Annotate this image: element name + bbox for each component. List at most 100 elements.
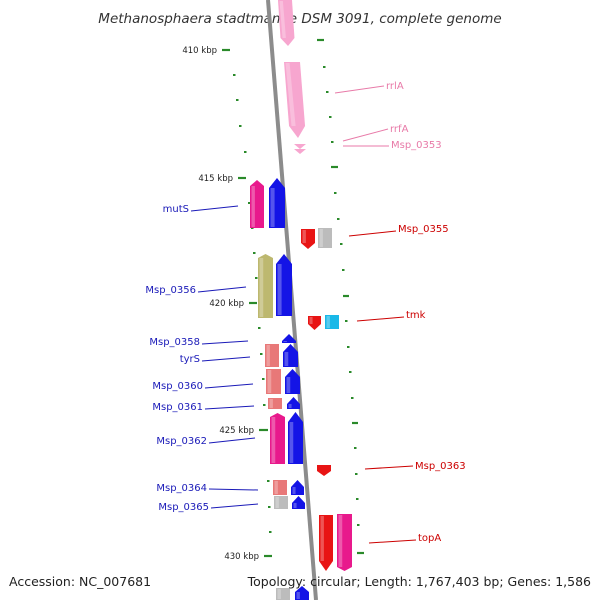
gene-feature-Msp_0365-a-highlight	[275, 497, 279, 508]
gene-feature-bottom-b-highlight	[296, 592, 300, 599]
tick-label: 430 kbp	[224, 552, 259, 562]
feature-layer	[250, 0, 352, 600]
gene-feature-rrlA[interactable]	[284, 62, 306, 138]
gene-feature-mutS-b[interactable]	[269, 178, 285, 228]
gene-feature-Msp_0364-b[interactable]	[291, 480, 304, 495]
gene-feature-top[interactable]	[278, 0, 295, 46]
gene-feature-bottom-b[interactable]	[295, 586, 309, 600]
genome-summary-text: Topology: circular; Length: 1,767,403 bp…	[247, 574, 591, 589]
gene-feature-Msp_0358-a-highlight	[266, 345, 270, 366]
gene-feature-Msp_0355-b[interactable]	[318, 228, 332, 248]
gene-feature-Msp_0360-a[interactable]	[266, 369, 281, 394]
gene-leader-line	[348, 230, 397, 237]
gene-feature-bottom-a[interactable]	[276, 588, 290, 600]
gene-feature-Msp_0356-b[interactable]	[276, 254, 292, 316]
gene-label[interactable]: Msp_0364	[156, 483, 207, 494]
gene-feature-topA-b[interactable]	[337, 514, 352, 571]
gene-feature-Msp_0364-a-highlight	[274, 481, 278, 494]
gene-leader-line	[204, 405, 255, 410]
gene-feature-mutS-b-highlight	[270, 188, 275, 227]
gene-feature-Msp_0362-b-highlight	[289, 422, 294, 463]
gene-feature-Msp_0358-a[interactable]	[265, 344, 279, 367]
gene-feature-Msp_0364-b-highlight	[292, 487, 296, 494]
tick-label: 410 kbp	[182, 46, 217, 56]
gene-feature-mutS-a-highlight	[251, 186, 255, 227]
gene-label[interactable]: Msp_0363	[415, 461, 466, 472]
gene-leader-line	[334, 85, 385, 94]
gene-label[interactable]: tyrS	[180, 354, 200, 365]
gene-feature-Msp_0355-highlight	[302, 230, 306, 243]
gene-label[interactable]: topA	[418, 533, 441, 544]
tick-label: 420 kbp	[209, 299, 244, 309]
gene-feature-Msp_0361-b[interactable]	[287, 397, 300, 409]
gene-feature-Msp_0360-b-highlight	[286, 377, 291, 393]
gene-leader-line	[356, 316, 405, 322]
gene-feature-Msp_0361-a-highlight	[269, 399, 273, 408]
gene-feature-Msp_0365-b[interactable]	[292, 496, 305, 509]
gene-feature-tmk-b[interactable]	[325, 315, 339, 329]
tick-layer: 410 kbp 415 kbp 420 kbp 425 kbp 430 kbp	[182, 38, 364, 562]
gene-leader-line	[210, 503, 259, 509]
gene-feature-Msp_0360-a-highlight	[267, 370, 272, 393]
gene-label[interactable]: Msp_0360	[152, 381, 203, 392]
gene-feature-tyrS-highlight	[284, 352, 289, 366]
gene-feature-mutS-a[interactable]	[250, 180, 264, 228]
gene-feature-Msp_0365-b-highlight	[293, 503, 297, 508]
gene-label[interactable]: mutS	[163, 204, 189, 215]
gene-feature-tyrS[interactable]	[283, 344, 298, 367]
gene-feature-Msp_0356-a[interactable]	[258, 254, 273, 318]
gene-leader-line	[197, 286, 247, 293]
tick-label: 415 kbp	[198, 174, 233, 184]
accession-text: Accession: NC_007681	[9, 574, 151, 589]
gene-feature-Msp_0358-b[interactable]	[282, 334, 296, 343]
gene-label[interactable]: Msp_0353	[391, 140, 442, 151]
gene-leader-line	[190, 205, 239, 212]
gene-feature-Msp_0356-a-highlight	[259, 258, 264, 317]
gene-label[interactable]: Msp_0365	[158, 502, 209, 513]
gene-leader-line	[342, 128, 389, 142]
gene-feature-Msp_0362-a-highlight	[271, 417, 276, 463]
gene-feature-Msp_0361-a[interactable]	[268, 398, 282, 409]
gene-label[interactable]: Msp_0356	[145, 285, 196, 296]
gene-leader-line	[201, 340, 249, 345]
gene-leader-line	[204, 383, 254, 389]
gene-leader-line	[201, 356, 251, 362]
gene-feature-Msp_0364-a[interactable]	[273, 480, 287, 495]
gene-label[interactable]: Msp_0361	[152, 402, 203, 413]
gene-feature-tmk-b-highlight	[326, 316, 330, 328]
map-title: Methanosphaera stadtmanae DSM 3091, comp…	[98, 11, 501, 27]
gene-feature-tmk-highlight	[309, 317, 313, 324]
gene-label[interactable]: Msp_0362	[156, 436, 207, 447]
gene-feature-Msp_0362-b[interactable]	[288, 412, 303, 464]
gene-label[interactable]: tmk	[406, 310, 426, 321]
gene-leader-line	[208, 437, 256, 444]
gene-label[interactable]: Msp_0358	[149, 337, 200, 348]
gene-feature-top-highlight	[279, 1, 286, 38]
gene-leader-line	[368, 539, 417, 544]
gene-label[interactable]: Msp_0355	[398, 224, 449, 235]
gene-label[interactable]: rrfA	[390, 124, 409, 135]
tick-label: 425 kbp	[219, 426, 254, 436]
gene-feature-topA-a-highlight	[320, 516, 324, 561]
gene-feature-topA-a[interactable]	[319, 515, 333, 571]
gene-label[interactable]: rrlA	[386, 81, 404, 92]
gene-feature-Msp_0363[interactable]	[317, 465, 331, 476]
gene-feature-Msp_0355-b-highlight	[319, 229, 323, 247]
gene-leader-line	[208, 488, 259, 491]
gene-feature-bottom-a-highlight	[277, 589, 281, 599]
gene-feature-Msp_0361-b-highlight	[288, 404, 292, 408]
gene-leader-line	[364, 465, 414, 470]
gene-feature-Msp_0355[interactable]	[301, 229, 315, 249]
gene-feature-Msp_0356-b-highlight	[277, 264, 282, 315]
gene-feature-Msp_0365-a[interactable]	[274, 496, 288, 509]
gene-feature-Msp_0358-b-highlight	[283, 341, 287, 342]
gene-feature-topA-b-highlight	[338, 515, 343, 567]
gene-feature-Msp_0353[interactable]	[294, 149, 306, 154]
gene-feature-tmk[interactable]	[308, 316, 321, 330]
gene-feature-Msp_0360-b[interactable]	[285, 369, 300, 394]
gene-feature-rrfA[interactable]	[294, 144, 306, 149]
gene-feature-Msp_0362-a[interactable]	[270, 413, 285, 464]
